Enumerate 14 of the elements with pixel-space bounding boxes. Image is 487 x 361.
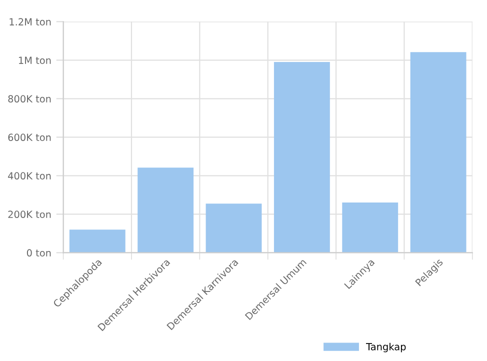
bar <box>206 204 262 253</box>
y-tick-label: 400K ton <box>8 172 51 180</box>
y-tick-label: 200K ton <box>8 210 51 218</box>
y-tick-label: 600K ton <box>8 134 51 142</box>
y-tick-label: 0 ton <box>26 249 51 257</box>
y-tick-label: 1.2M ton <box>10 18 51 26</box>
bar <box>69 230 126 253</box>
bar <box>138 168 194 253</box>
y-tick-label: 800K ton <box>8 95 51 103</box>
legend-label: Tangkap <box>366 342 406 352</box>
bar <box>410 52 466 253</box>
y-tick-label: 1M ton <box>18 56 51 64</box>
bar <box>342 202 398 253</box>
bar <box>274 62 330 253</box>
